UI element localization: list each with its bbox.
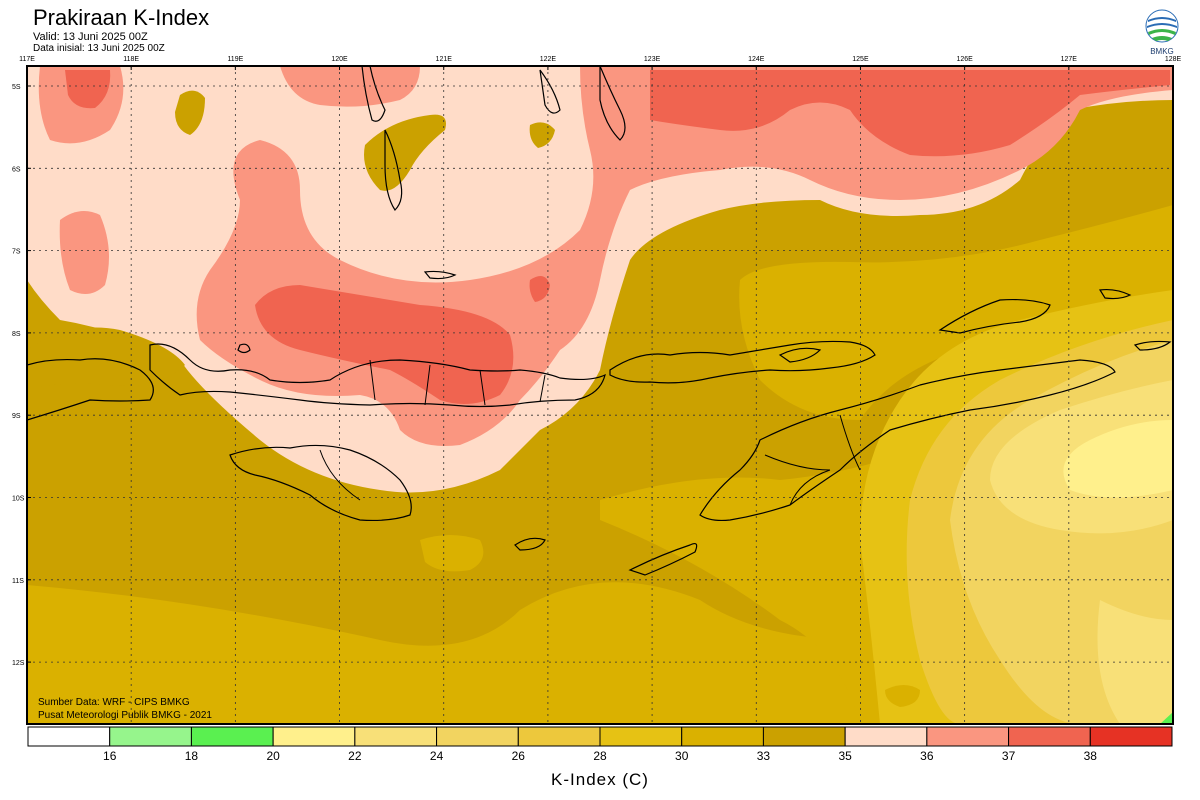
colorbar-box (681, 726, 764, 747)
colorbar-box (190, 726, 274, 747)
field-band-east-1 (739, 205, 1173, 420)
logo-text: BMKG (1150, 47, 1174, 56)
source-credit: Pusat Meteorologi Publik BMKG - 2021 (38, 710, 212, 721)
colorbar-label: 36 (920, 749, 934, 763)
source-data: Sumber Data: WRF - CIPS BMKG (38, 697, 190, 708)
colorbar-box (109, 726, 192, 747)
coast-rote (628, 542, 698, 576)
colorbar-title: K-Index (C) (551, 770, 649, 789)
colorbar-label: 33 (757, 749, 771, 763)
field-patch-3 (529, 122, 555, 148)
field-band-south-1 (27, 582, 860, 724)
valid-time: Valid: 13 Juni 2025 00Z (33, 31, 148, 43)
colorbar-label: 24 (430, 749, 444, 763)
map-title: Prakiraan K-Index (33, 5, 210, 30)
coast-small-2 (1098, 288, 1132, 300)
field-patch-green (1160, 712, 1173, 724)
colorbar-box (926, 726, 1010, 747)
field-region-38-mid (529, 276, 550, 302)
coast-buton (599, 66, 626, 141)
bmkg-logo: BMKG (1145, 9, 1179, 56)
lon-tick-label: 119E (227, 56, 243, 63)
admin-borders (319, 359, 861, 506)
coast-small-3 (1133, 340, 1172, 351)
lon-tick-label: 124E (748, 56, 765, 63)
coast-selayar (384, 129, 403, 211)
colorbar-boxes (27, 726, 1173, 747)
colorbar-label: 35 (838, 749, 852, 763)
field-region-38-center (255, 285, 514, 404)
lon-tick-label: 125E (852, 56, 869, 63)
lon-tick-label: 121E (436, 56, 453, 63)
field-region-37-nw (280, 66, 420, 107)
longitude-labels: 117E 118E 119E 120E 121E 122E 123E 124E 125E 126E… (19, 56, 1181, 70)
colorbar-label: 38 (1084, 749, 1098, 763)
lat-tick-label: 6S (12, 166, 21, 173)
coast-sawu (514, 537, 546, 551)
coast-small-1 (237, 343, 251, 354)
field-region-37-west2 (59, 211, 109, 294)
colorbar-label: 30 (675, 749, 689, 763)
field-band-southeast (1097, 600, 1173, 724)
lon-tick-label: 120E (331, 56, 348, 63)
lat-tick-label: 12S (12, 660, 25, 667)
lat-tick-label: 7S (12, 249, 21, 256)
coast-flores-islands (423, 270, 457, 280)
colorbar-box (272, 726, 356, 747)
coast-flores (609, 340, 876, 384)
coast-wetar (938, 298, 1051, 334)
map-frame (26, 65, 1174, 725)
lon-tick-label: 126E (956, 56, 973, 63)
lon-tick-label: 128E (1165, 56, 1182, 63)
colorbar-labels: 16 18 20 22 24 26 28 30 33 35 36 37 38 (103, 749, 1097, 763)
colorbar-label: 20 (266, 749, 280, 763)
colorbar-label: 22 (348, 749, 362, 763)
colorbar-box (354, 726, 438, 747)
field-patch-5 (885, 685, 920, 707)
initial-data-time: Data inisial: 13 Juni 2025 00Z (33, 43, 165, 54)
lat-tick-label: 11S (12, 578, 24, 585)
lat-tick-label: 8S (12, 331, 21, 338)
coast-sulawesi-tip (361, 66, 386, 122)
colorbar-box (844, 726, 928, 747)
lon-tick-label: 127E (1061, 56, 1078, 63)
colorbar-label: 18 (185, 749, 199, 763)
colorbar-label: 28 (593, 749, 607, 763)
field-band-east-6 (1063, 420, 1173, 498)
coast-timor (699, 359, 1116, 522)
colorbar-box (27, 726, 111, 747)
colorbar-box (1008, 726, 1091, 747)
latitude-labels: 5S 6S 7S 8S 9S 10S 11S 12S (12, 84, 31, 667)
colorbar-label: 16 (103, 749, 117, 763)
lat-tick-label: 5S (12, 84, 21, 91)
coast-sumba (229, 444, 412, 522)
colorbar-box (762, 726, 846, 747)
field-patch-6 (420, 535, 484, 572)
lat-tick-label: 9S (12, 413, 21, 420)
coast-sumbawa (149, 343, 606, 408)
lon-tick-label: 122E (540, 56, 557, 63)
colorbar-label: 26 (512, 749, 526, 763)
colorbar-box (599, 726, 683, 747)
lon-tick-label: 123E (644, 56, 661, 63)
colorbar-label: 37 (1002, 749, 1016, 763)
lat-tick-label: 10S (12, 496, 25, 503)
lon-tick-label: 117E (19, 56, 35, 63)
field-patch-1 (175, 90, 205, 135)
field-region-38 (650, 70, 1170, 157)
field-region-38-nw (65, 70, 111, 109)
coast-alor (778, 347, 822, 363)
colorbar-box (1089, 726, 1173, 747)
colorbar-box (436, 726, 519, 747)
lat-lon-grid (27, 66, 1173, 724)
colorbar-box (517, 726, 601, 747)
coast-lombok-bali (27, 358, 154, 421)
coastlines (27, 66, 1172, 576)
lon-tick-label: 118E (123, 56, 139, 63)
